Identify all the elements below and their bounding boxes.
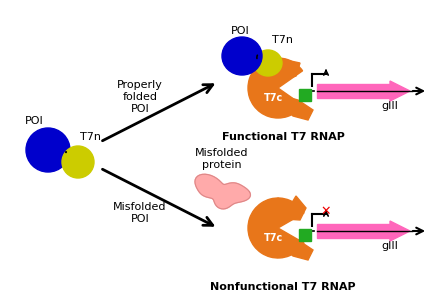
Bar — [299, 89, 311, 101]
Polygon shape — [276, 236, 313, 260]
Text: Functional T7 RNAP: Functional T7 RNAP — [222, 132, 345, 142]
Text: T7n: T7n — [271, 35, 293, 45]
Text: Misfolded
POI: Misfolded POI — [113, 202, 167, 224]
Bar — [317, 84, 390, 98]
Polygon shape — [273, 60, 300, 80]
Text: Misfolded
protein: Misfolded protein — [195, 148, 249, 170]
Text: ✕: ✕ — [321, 205, 331, 217]
Polygon shape — [390, 221, 410, 241]
Bar — [299, 229, 311, 241]
Text: Nonfunctional T7 RNAP: Nonfunctional T7 RNAP — [210, 282, 356, 292]
Wedge shape — [248, 198, 304, 258]
Polygon shape — [270, 196, 306, 220]
Ellipse shape — [254, 50, 282, 76]
Wedge shape — [248, 58, 303, 118]
Ellipse shape — [62, 146, 94, 178]
Text: Properly
folded
POI: Properly folded POI — [117, 80, 163, 114]
Text: T7n: T7n — [80, 132, 100, 142]
Polygon shape — [390, 81, 410, 101]
Text: T7c: T7c — [264, 93, 284, 103]
Text: POI: POI — [25, 116, 44, 126]
Polygon shape — [276, 96, 313, 120]
Text: gIII: gIII — [381, 101, 399, 111]
Bar — [317, 224, 390, 238]
Ellipse shape — [26, 128, 70, 172]
Text: T7c: T7c — [264, 233, 284, 243]
Text: gIII: gIII — [381, 241, 399, 251]
Text: POI: POI — [231, 26, 249, 36]
Ellipse shape — [222, 37, 262, 75]
Polygon shape — [195, 174, 250, 209]
